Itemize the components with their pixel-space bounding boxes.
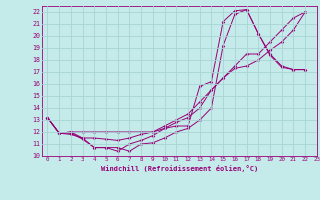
X-axis label: Windchill (Refroidissement éolien,°C): Windchill (Refroidissement éolien,°C) [100,165,258,172]
